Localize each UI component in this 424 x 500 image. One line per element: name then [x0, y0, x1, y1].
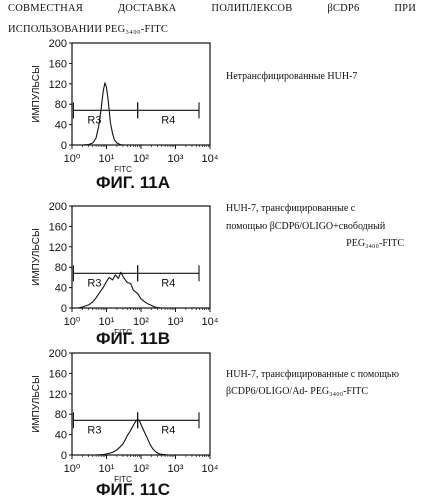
fig-11c-x-tick-label: 10¹ — [99, 463, 115, 475]
fig-11c-x-tick-label: 10⁰ — [64, 463, 81, 475]
fig-11c-histogram-line — [96, 419, 168, 455]
fig-11a-x-tick-label: 10¹ — [99, 153, 115, 165]
fig-11a-caption: ФИГ. 11А — [96, 173, 170, 192]
fig-11a-y-tick-label: 40 — [55, 120, 67, 132]
fig-11b-x-tick-label: 10¹ — [99, 316, 115, 328]
fig-11a-gate-r4-label: R4 — [161, 114, 175, 126]
fig-11b-gate-r4-label: R4 — [161, 277, 175, 289]
fig-11b-y-tick-label: 0 — [61, 303, 67, 315]
fig-11c-y-tick-label: 80 — [55, 409, 67, 421]
fig-11b-y-tick-label: 120 — [49, 242, 67, 254]
fig-11c-y-tick-label: 0 — [61, 450, 67, 462]
fig-11a-x-tick-label: 10⁰ — [64, 153, 81, 165]
fig-11b-x-tick-label: 10⁰ — [64, 316, 81, 328]
fig-11a-y-tick-label: 0 — [61, 140, 67, 152]
fig-11a-y-tick-label: 200 — [49, 38, 67, 50]
fig-11c-y-tick-label: 160 — [49, 368, 67, 380]
fig-11a-y-axis-title: ИМПУЛЬСЫ — [31, 65, 42, 123]
fig-11a-x-tick-label: 10² — [133, 153, 149, 165]
fig-11c-description-line: HUH-7, трансфицированные с помощью — [226, 369, 399, 380]
fig-11c-x-tick-label: 10³ — [168, 463, 184, 475]
fig-11b-y-tick-label: 40 — [55, 283, 67, 295]
fig-11a-x-tick-label: 10³ — [168, 153, 184, 165]
fig-11a-y-tick-label: 160 — [49, 58, 67, 70]
fig-11c-gate-r4-label: R4 — [161, 424, 175, 436]
fig-11a-plot-frame — [72, 43, 210, 145]
fig-11b-x-tick-label: 10³ — [168, 316, 184, 328]
fig-11b-x-tick-label: 10² — [133, 316, 149, 328]
fig-11c-caption: ФИГ. 11С — [96, 480, 170, 499]
fig-11b-y-tick-label: 200 — [49, 201, 67, 213]
fig-11c-description-line: βCDP6/OLIGO/Ad- PEG₃₄₀₀-FITC — [226, 386, 368, 397]
fig-11b-y-axis-title: ИМПУЛЬСЫ — [31, 228, 42, 286]
fig-11c-y-tick-label: 200 — [49, 348, 67, 360]
fig-11b-x-tick-label: 10⁴ — [202, 316, 219, 328]
fig-11a-y-tick-label: 120 — [49, 79, 67, 91]
fig-11c-x-tick-label: 10² — [133, 463, 149, 475]
fig-11b-description-line: помощью βCDP6/OLIGO+свободный — [226, 221, 386, 232]
fig-11c-y-axis-title: ИМПУЛЬСЫ — [31, 375, 42, 433]
fig-11b-description-line: PEG₃₄₀₀-FITC — [346, 238, 404, 249]
fig-11b-y-tick-label: 80 — [55, 262, 67, 274]
fig-11b-y-tick-label: 160 — [49, 221, 67, 233]
fig-11b-gate-r3-label: R3 — [87, 277, 101, 289]
fig-11b-caption: ФИГ. 11В — [96, 329, 170, 348]
fig-11a-x-tick-label: 10⁴ — [202, 153, 219, 165]
fig-11c-y-tick-label: 40 — [55, 430, 67, 442]
fig-11b-description-line: HUH-7, трансфицированные с — [226, 203, 356, 214]
fig-11c-plot-frame — [72, 353, 210, 455]
fig-11a-y-tick-label: 80 — [55, 99, 67, 111]
fig-11b-plot-frame — [72, 206, 210, 308]
fig-11c-gate-r3-label: R3 — [87, 424, 101, 436]
fig-11a-gate-r3-label: R3 — [87, 114, 101, 126]
fig-11c-y-tick-label: 120 — [49, 389, 67, 401]
fig-11c-x-tick-label: 10⁴ — [202, 463, 219, 475]
fig-11a-description-line: Нетрансфицированные HUH-7 — [226, 71, 357, 82]
